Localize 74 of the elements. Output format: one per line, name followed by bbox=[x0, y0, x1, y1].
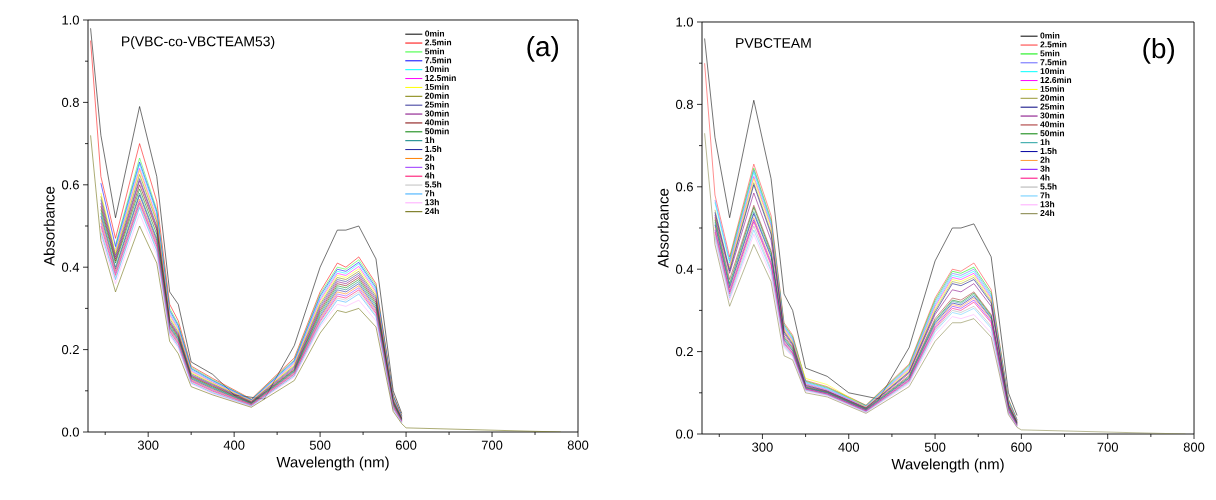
legend-label: 24h bbox=[1040, 209, 1055, 217]
legend-label: 13h bbox=[425, 199, 439, 206]
y-tick-label: 0.2 bbox=[675, 347, 693, 357]
y-tick-label: 0.8 bbox=[61, 97, 79, 107]
y-tick-label: 0.8 bbox=[675, 99, 693, 109]
legend-label: 7h bbox=[1040, 192, 1050, 199]
x-axis-title: Wavelength (nm) bbox=[276, 456, 389, 471]
x-tick-label: 400 bbox=[223, 440, 245, 450]
legend-label: 50min bbox=[425, 127, 449, 135]
x-tick-label: 500 bbox=[924, 442, 946, 452]
legend-label: 2.5min bbox=[1040, 41, 1067, 48]
legend-label: 1h bbox=[425, 136, 435, 144]
legend-label: 10min bbox=[1040, 67, 1065, 75]
legend-label: 10min bbox=[425, 65, 449, 73]
legend-label: 50min bbox=[1040, 129, 1065, 137]
legend-label: 30min bbox=[1040, 112, 1065, 119]
annotation: (a) bbox=[527, 35, 559, 62]
legend-label: 2h bbox=[425, 154, 435, 161]
legend-label: 40min bbox=[424, 119, 449, 126]
legend-label: 20min bbox=[1040, 94, 1065, 101]
text: P(VBC-co-VBCTEAM53) bbox=[122, 36, 275, 50]
legend-label: 15min bbox=[1040, 85, 1065, 92]
legend-label: 1h bbox=[1040, 138, 1050, 146]
legend-label: 15min bbox=[425, 83, 449, 90]
legend-label: 1.5h bbox=[425, 145, 442, 152]
legend-label: 13h bbox=[1040, 201, 1055, 208]
x-tick-label: 600 bbox=[1011, 442, 1032, 452]
x-tick-label: 300 bbox=[137, 440, 159, 450]
legend-label: 5min bbox=[425, 48, 445, 55]
legend-label: 5.5h bbox=[425, 181, 442, 188]
legend-label: 1.5h bbox=[1040, 147, 1057, 154]
legend-label: 20min bbox=[425, 92, 449, 99]
legend-label: 40min bbox=[1040, 121, 1065, 128]
legend-label: 7h bbox=[425, 190, 435, 197]
legend-label: 0min bbox=[425, 30, 445, 37]
x-tick-label: 700 bbox=[481, 440, 503, 450]
legend-label: 24h bbox=[425, 207, 439, 215]
y-tick-label: 0.2 bbox=[61, 345, 79, 355]
legend-label: 12.6min bbox=[1040, 76, 1072, 83]
y-tick-label: 1.0 bbox=[62, 15, 79, 25]
y-tick-label: 0.0 bbox=[675, 429, 693, 439]
y-tick-label: 0.6 bbox=[61, 180, 79, 190]
x-tick-label: 800 bbox=[567, 440, 589, 450]
legend-label: 0min bbox=[1040, 32, 1060, 39]
legend-label: 25min bbox=[1040, 103, 1065, 110]
legend-label: 5.5h bbox=[1040, 183, 1057, 190]
legend-label: 3h bbox=[1040, 165, 1050, 172]
legend-label: 25min bbox=[425, 101, 449, 108]
x-tick-label: 400 bbox=[838, 442, 860, 452]
y-axis-title: Absorbance bbox=[43, 186, 55, 266]
x-axis-title: Wavelength (nm) bbox=[891, 458, 1004, 473]
legend-label: 7.5min bbox=[425, 56, 452, 64]
legend-label: 4h bbox=[424, 172, 435, 179]
legend-label: 3h bbox=[424, 163, 435, 170]
x-tick-label: 300 bbox=[752, 442, 773, 452]
x-tick-label: 600 bbox=[395, 440, 417, 450]
legend-label: 2h bbox=[1040, 156, 1050, 163]
legend-label: 4h bbox=[1040, 174, 1050, 181]
x-tick-label: 700 bbox=[1097, 442, 1118, 452]
y-tick-label: 0.4 bbox=[61, 262, 80, 272]
annotation: (b) bbox=[1143, 37, 1174, 64]
legend-label: 12.5min bbox=[425, 74, 456, 81]
y-axis-title: Absorbance bbox=[657, 188, 669, 268]
x-tick-label: 500 bbox=[309, 440, 331, 450]
legend-label: 30min bbox=[424, 110, 449, 117]
legend-label: 5min bbox=[1040, 50, 1060, 57]
x-tick-label: 800 bbox=[1183, 442, 1205, 452]
y-tick-label: 1.0 bbox=[676, 17, 693, 27]
legend-label: 7.5min bbox=[1040, 58, 1067, 66]
y-tick-label: 0.0 bbox=[61, 427, 79, 437]
y-tick-label: 0.4 bbox=[675, 264, 694, 274]
text: PVBCTEAM bbox=[736, 38, 811, 48]
y-tick-label: 0.6 bbox=[675, 182, 693, 192]
legend-label: 2.5min bbox=[425, 39, 452, 46]
